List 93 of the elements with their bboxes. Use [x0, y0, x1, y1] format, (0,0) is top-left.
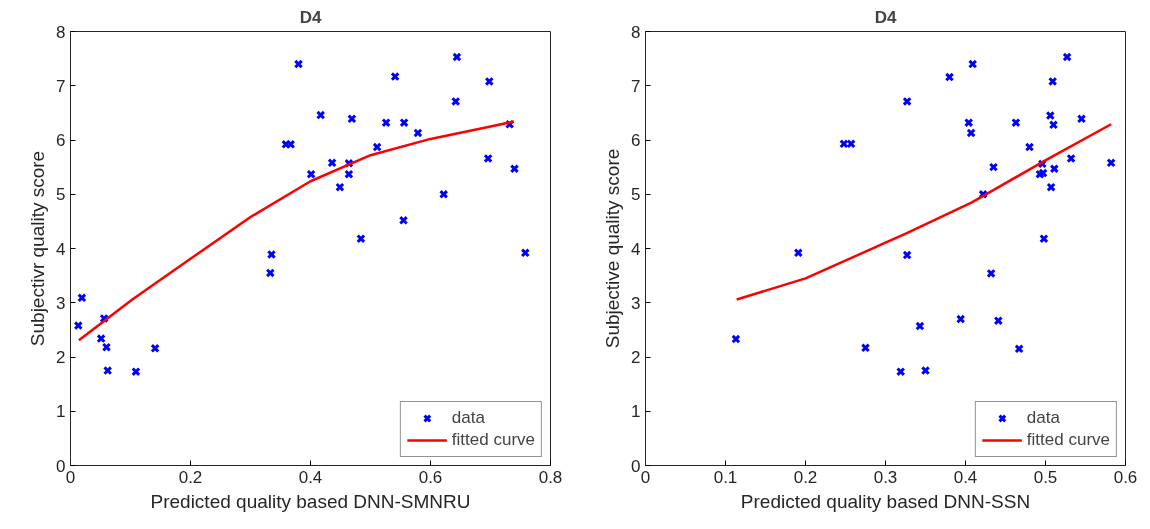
line-series: [735, 123, 1113, 301]
point: [101, 342, 112, 352]
point: [327, 158, 337, 168]
point: [77, 293, 87, 303]
point: [944, 72, 955, 82]
y-tick-label: 6: [56, 131, 66, 150]
point: [439, 189, 449, 199]
point: [1039, 234, 1049, 244]
point: [399, 117, 409, 128]
y-tick-label: 8: [56, 22, 66, 42]
point: [266, 249, 277, 260]
y-axis-title: Subjectivr quality score: [27, 150, 49, 347]
y-tick-label: 1: [56, 402, 66, 422]
y-tick-label: 3: [56, 293, 66, 313]
x-tick-label: 0.8: [538, 467, 563, 487]
point: [896, 366, 906, 377]
point: [96, 333, 106, 344]
y-tick-label: 7: [56, 76, 66, 96]
point: [1011, 117, 1021, 128]
line-series: [77, 120, 516, 342]
y-tick-label: 2: [56, 348, 66, 367]
point: [398, 215, 409, 225]
point: [964, 117, 974, 128]
point: [968, 59, 978, 69]
point: [103, 365, 113, 376]
y-tick-label: 8: [631, 22, 641, 42]
y-tick-label: 5: [56, 185, 66, 205]
x-tick-label: 0.4: [298, 467, 323, 487]
point: [1049, 164, 1059, 174]
point: [413, 128, 423, 138]
point: [956, 314, 966, 324]
point: [1045, 110, 1055, 121]
point: [484, 76, 494, 87]
point: [966, 128, 976, 138]
point: [1046, 182, 1056, 192]
point: [335, 182, 345, 192]
y-tick-label: 3: [631, 293, 641, 313]
point: [390, 71, 400, 82]
chart-title: D4: [874, 7, 897, 27]
point: [902, 96, 912, 107]
point: [451, 96, 461, 107]
point: [988, 162, 999, 172]
point: [902, 250, 912, 260]
point: [920, 365, 931, 376]
y-tick-label: 2: [631, 348, 641, 367]
point: [1106, 158, 1116, 168]
x-tick-label: 0.3: [873, 467, 898, 487]
point: [381, 117, 391, 128]
point: [1014, 344, 1024, 354]
point: [356, 234, 366, 244]
point: [1048, 76, 1058, 87]
point: [344, 169, 354, 179]
point: [73, 320, 83, 331]
point: [1076, 114, 1087, 124]
point: [986, 268, 996, 279]
y-tick-label: 4: [56, 239, 66, 259]
x-axis-title: Predicted quality based DNN-SMNRU: [150, 490, 471, 512]
point: [993, 315, 1003, 326]
legend-label: data: [1026, 408, 1060, 428]
chart-title: D4: [299, 7, 322, 27]
point: [150, 343, 160, 353]
point: [347, 114, 357, 124]
x-tick-label: 0.1: [713, 467, 738, 487]
y-tick-label: 6: [631, 131, 641, 150]
point: [265, 268, 275, 278]
point: [860, 343, 871, 353]
x-axis-title: Predicted quality based DNN-SSN: [740, 490, 1031, 512]
point: [1024, 142, 1035, 152]
point: [1048, 120, 1059, 130]
y-tick-label: 7: [631, 76, 641, 96]
x-tick-label: 0.2: [178, 467, 203, 487]
x-tick-label: 0.5: [1033, 467, 1058, 487]
y-axis-title: Subjective quality score: [602, 148, 624, 349]
legend-label: fitted curve: [451, 430, 535, 450]
x-tick-label: 0.6: [418, 467, 443, 487]
point: [306, 169, 316, 179]
y-tick-label: 4: [631, 239, 641, 259]
point: [483, 153, 493, 164]
x-tick-label: 0.4: [953, 467, 978, 487]
x-tick-label: 0.2: [793, 467, 818, 487]
x-tick-label: 0.6: [1113, 467, 1138, 487]
point: [316, 110, 326, 120]
legend-label: fitted curve: [1026, 430, 1110, 450]
legend-label: data: [451, 408, 485, 428]
point: [372, 142, 382, 152]
point: [293, 59, 304, 69]
y-tick-label: 1: [631, 402, 641, 422]
point: [1066, 153, 1076, 164]
y-tick-label: 5: [631, 185, 641, 205]
point: [131, 366, 141, 377]
point: [452, 52, 462, 62]
point: [915, 321, 925, 331]
point: [1062, 52, 1072, 62]
